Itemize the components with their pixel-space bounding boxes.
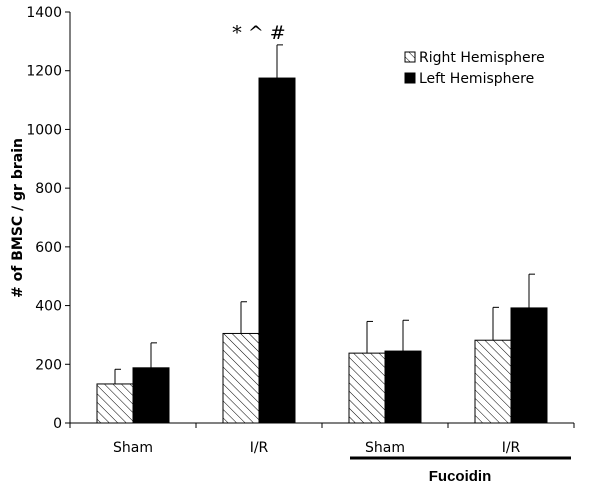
y-tick-label: 200	[35, 357, 62, 373]
y-tick-label: 800	[35, 181, 62, 197]
bar-right-hemisphere	[96, 383, 134, 424]
legend-swatch-left-hemisphere	[404, 72, 416, 84]
legend-swatch-right-hemisphere	[404, 51, 416, 63]
bar-left-hemisphere	[132, 367, 170, 424]
y-tick-label: 600	[35, 240, 62, 256]
y-axis-label: # of BMSC / gr brain	[10, 138, 26, 298]
bars	[96, 77, 548, 424]
y-tick-label: 1400	[26, 5, 62, 21]
bar-left-hemisphere	[258, 77, 296, 424]
legend-label-left-hemisphere: Left Hemisphere	[419, 71, 534, 87]
bar-right-hemisphere	[348, 352, 386, 424]
y-tick-label: 1200	[26, 64, 62, 80]
legend-label-right-hemisphere: Right Hemisphere	[419, 50, 545, 66]
bar-right-hemisphere	[474, 339, 512, 424]
annotations: * ^ #	[232, 22, 285, 44]
x-axis	[69, 422, 575, 428]
y-axis: 0 200 400 600 800 1000 1200 1400	[26, 5, 71, 432]
legend: Right Hemisphere Left Hemisphere	[404, 50, 545, 87]
bar-left-hemisphere	[510, 307, 548, 424]
error-bars	[114, 44, 535, 384]
category-label: Sham	[365, 440, 405, 456]
y-tick-label: 0	[53, 416, 62, 432]
y-tick-label: 1000	[26, 122, 62, 138]
category-label: I/R	[502, 440, 521, 456]
category-label: I/R	[250, 440, 269, 456]
group-label: Fucoidin	[429, 468, 492, 485]
significance-annotation: * ^ #	[232, 22, 285, 44]
category-label: Sham	[113, 440, 153, 456]
bar-right-hemisphere	[222, 332, 260, 424]
y-tick-label: 400	[35, 299, 62, 315]
category-labels: Sham I/R Sham I/R	[113, 440, 521, 456]
bar-left-hemisphere	[384, 350, 422, 424]
